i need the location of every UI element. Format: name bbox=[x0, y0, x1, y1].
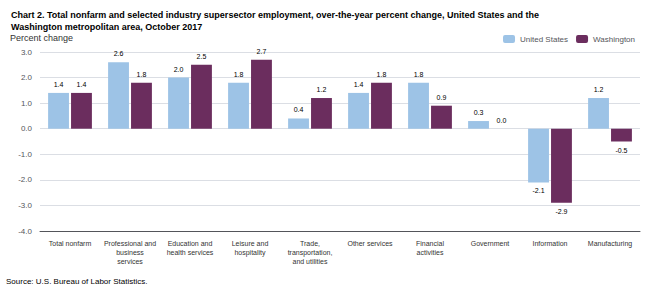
svg-text:0.0: 0.0 bbox=[21, 124, 33, 133]
svg-text:health services: health services bbox=[167, 249, 214, 256]
svg-text:-4.0: -4.0 bbox=[18, 227, 32, 236]
svg-text:Education and: Education and bbox=[168, 240, 213, 247]
svg-text:Source: U.S. Bureau of Labor S: Source: U.S. Bureau of Labor Statistics. bbox=[6, 277, 147, 286]
svg-text:1.8: 1.8 bbox=[137, 71, 147, 78]
svg-text:Professional and: Professional and bbox=[104, 240, 156, 247]
svg-text:0.0: 0.0 bbox=[497, 117, 507, 124]
svg-text:United States: United States bbox=[520, 35, 568, 44]
svg-text:-3.0: -3.0 bbox=[18, 201, 32, 210]
svg-text:and utilities: and utilities bbox=[292, 258, 328, 265]
svg-text:Percent change: Percent change bbox=[10, 33, 73, 43]
svg-text:2.6: 2.6 bbox=[114, 50, 124, 57]
svg-text:-2.9: -2.9 bbox=[555, 208, 567, 215]
svg-text:1.2: 1.2 bbox=[594, 86, 604, 93]
svg-text:transportation,: transportation, bbox=[288, 249, 333, 257]
svg-text:1.8: 1.8 bbox=[377, 71, 387, 78]
svg-text:1.4: 1.4 bbox=[77, 81, 87, 88]
svg-text:3.0: 3.0 bbox=[21, 48, 33, 57]
svg-text:hospitality: hospitality bbox=[234, 249, 266, 257]
svg-text:0.3: 0.3 bbox=[474, 109, 484, 116]
svg-text:Trade,: Trade, bbox=[300, 240, 320, 247]
svg-text:2.0: 2.0 bbox=[21, 73, 33, 82]
svg-text:-1.0: -1.0 bbox=[18, 150, 32, 159]
svg-text:Government: Government bbox=[471, 240, 510, 247]
svg-text:business: business bbox=[116, 249, 144, 256]
svg-text:Chart 2. Total nonfarm and sel: Chart 2. Total nonfarm and selected indu… bbox=[11, 10, 539, 20]
svg-text:Total nonfarm: Total nonfarm bbox=[49, 240, 92, 247]
svg-text:-2.0: -2.0 bbox=[18, 175, 32, 184]
svg-text:Leisure and: Leisure and bbox=[232, 240, 269, 247]
svg-text:-0.5: -0.5 bbox=[615, 147, 627, 154]
svg-text:Other services: Other services bbox=[347, 240, 393, 247]
svg-text:1.4: 1.4 bbox=[354, 81, 364, 88]
svg-text:0.9: 0.9 bbox=[437, 94, 447, 101]
svg-text:1.2: 1.2 bbox=[317, 86, 327, 93]
svg-text:Washington metropolitan area,: Washington metropolitan area, October 20… bbox=[11, 22, 202, 32]
svg-text:1.8: 1.8 bbox=[414, 71, 424, 78]
svg-text:1.4: 1.4 bbox=[54, 81, 64, 88]
svg-text:0.4: 0.4 bbox=[294, 106, 304, 113]
svg-text:2.5: 2.5 bbox=[197, 53, 207, 60]
svg-text:2.7: 2.7 bbox=[257, 48, 267, 55]
svg-text:1.8: 1.8 bbox=[234, 71, 244, 78]
svg-text:activities: activities bbox=[417, 249, 444, 256]
svg-text:Financial: Financial bbox=[416, 240, 444, 247]
svg-text:services: services bbox=[117, 258, 143, 265]
svg-text:Manufacturing: Manufacturing bbox=[588, 240, 632, 248]
svg-text:2.0: 2.0 bbox=[174, 66, 184, 73]
svg-text:Washington: Washington bbox=[593, 35, 635, 44]
svg-text:Information: Information bbox=[532, 240, 567, 247]
svg-text:1.0: 1.0 bbox=[21, 99, 33, 108]
svg-text:-2.1: -2.1 bbox=[532, 187, 544, 194]
